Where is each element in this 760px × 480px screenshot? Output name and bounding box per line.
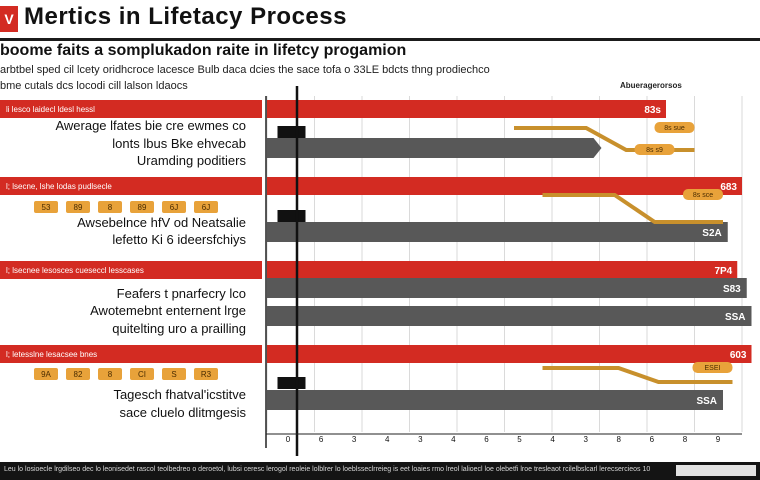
row-label: Awotemebnt enternent lrge — [90, 303, 246, 318]
value-bar-label: S2A — [702, 228, 721, 239]
row-label: Feafers t pnarfecry lco — [117, 286, 246, 301]
trend-tag — [683, 189, 723, 200]
category-tag — [66, 201, 90, 213]
section-header-label: l; letesslne lesacsee bnes — [6, 350, 97, 359]
section-header-label: li lesco laidecl ldesl hessl — [6, 105, 95, 114]
value-bar — [267, 306, 752, 326]
category-tag — [66, 368, 90, 380]
row-label: quitelting uro a prailling — [112, 321, 246, 336]
section-header-label: l; lsecne, lshe lodas pudlsecle — [6, 182, 112, 191]
value-bar-label: S83 — [723, 284, 741, 295]
section-header-label: l; lsecnee lesosces cueseccl lesscases — [6, 266, 144, 275]
category-tag — [34, 201, 58, 213]
category-tag — [98, 368, 122, 380]
category-tag-label: 8 — [108, 203, 113, 212]
x-tick-label: 0 — [286, 435, 291, 444]
chart-description-line-2: bme cutals dcs locodi cill lalson ldaocs — [0, 80, 188, 92]
row-label: Awerage lfates bie cre ewmes co — [55, 118, 246, 133]
category-tag-label: 6J — [202, 203, 210, 212]
category-tag — [194, 201, 218, 213]
category-tag — [98, 201, 122, 213]
footer-badge — [676, 465, 756, 476]
value-bar-label: SSA — [696, 396, 717, 407]
title-bar: V Mertics in Lifetacy Process — [0, 0, 760, 41]
value-bar-label: SSA — [725, 312, 746, 323]
row-label: Awsebelnce hfV od Neatsalie — [77, 215, 246, 230]
legend-label: Abueragerorsos — [620, 81, 682, 90]
trend-tag-label: 8s s9 — [646, 147, 663, 154]
x-tick-label: 4 — [385, 435, 390, 444]
trend-tag — [634, 144, 675, 155]
category-tag — [162, 201, 186, 213]
trend-tag-label: 8s sce — [693, 192, 713, 199]
trend-line — [542, 193, 723, 224]
category-tag-label: S — [171, 370, 176, 379]
header-bar-value: 683 — [720, 182, 737, 193]
section-header-band — [0, 345, 262, 363]
section-header-band — [0, 261, 262, 279]
category-tag-label: 82 — [74, 370, 83, 379]
x-tick-label: 5 — [517, 435, 522, 444]
value-bar — [267, 390, 723, 410]
row-label: Uramding poditiers — [137, 153, 247, 168]
value-bar — [267, 222, 728, 242]
category-tag-label: 89 — [138, 203, 147, 212]
chart-subtitle: boome faits a somplukadon raite in lifet… — [0, 42, 407, 59]
row-label: sace cluelo dlitmgesis — [120, 405, 247, 420]
category-tag-label: R3 — [201, 370, 212, 379]
trend-line — [542, 366, 733, 384]
category-tag — [194, 368, 218, 380]
x-tick-label: 3 — [418, 435, 423, 444]
marker — [277, 377, 306, 389]
category-tag — [130, 368, 154, 380]
x-tick-label: 3 — [352, 435, 357, 444]
category-tag-label: 6J — [170, 203, 178, 212]
row-label: lonts lbus Bke ehvecab — [112, 136, 246, 151]
footer-bar: Leu lo losioecle lrgdilseo dec lo leonis… — [0, 462, 760, 480]
category-tag-label: 53 — [42, 203, 51, 212]
chart-area: li lesco laidecl ldesl hessl 83s Awerage l… — [0, 86, 752, 456]
trend-tag-label: ESEI — [705, 365, 721, 372]
section-header-band — [0, 177, 262, 195]
page-title: Mertics in Lifetacy Process — [24, 3, 347, 30]
header-bar — [267, 100, 666, 118]
chart-description-line-1: arbtbel sped cil lcety oridhcroce lacesc… — [0, 64, 490, 76]
value-bar — [267, 278, 747, 298]
category-tag — [162, 368, 186, 380]
x-tick-label: 6 — [650, 435, 655, 444]
row-label: lefetto Ki 6 ideersfchiys — [112, 232, 246, 247]
trend-tag-label: 8s sue — [664, 125, 685, 132]
brand-logo: V — [0, 6, 18, 32]
x-tick-label: 9 — [716, 435, 721, 444]
category-tag — [130, 201, 154, 213]
header-bar-value: 83s — [644, 105, 661, 116]
trend-tag — [654, 122, 695, 133]
marker — [277, 210, 306, 222]
x-tick-label: 6 — [319, 435, 324, 444]
footer-note: Leu lo losioecle lrgdilseo dec lo leonis… — [4, 466, 651, 473]
x-tick-label: 4 — [550, 435, 555, 444]
trend-tag — [692, 362, 733, 373]
header-bar — [267, 345, 752, 363]
category-tag-label: 8 — [108, 370, 113, 379]
header-bar-value: 603 — [730, 350, 747, 361]
x-tick-label: 6 — [484, 435, 489, 444]
x-tick-label: 8 — [617, 435, 622, 444]
section-header-band — [0, 100, 262, 118]
header-bar — [267, 261, 738, 279]
category-tag — [34, 368, 58, 380]
value-bar — [267, 138, 602, 158]
category-tag-label: 9A — [41, 370, 51, 379]
row-label: Tagesch fhatval'icstitve — [113, 387, 246, 402]
marker — [277, 126, 306, 138]
x-tick-label: 3 — [583, 435, 588, 444]
category-tag-label: CI — [138, 370, 146, 379]
x-tick-label: 4 — [451, 435, 456, 444]
category-tag-label: 89 — [74, 203, 83, 212]
header-bar — [267, 177, 742, 195]
header-bar-value: 7P4 — [714, 266, 732, 277]
x-tick-label: 8 — [683, 435, 688, 444]
